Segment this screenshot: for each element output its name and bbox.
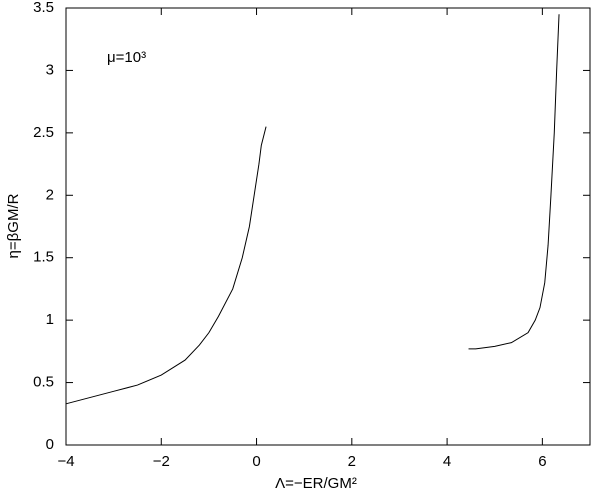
- x-tick-label: −2: [153, 453, 170, 470]
- y-axis-label: η=βGM/R: [5, 193, 22, 258]
- y-tick-label: 0: [46, 436, 54, 453]
- x-tick-label: 6: [538, 453, 546, 470]
- x-tick-label: 0: [252, 453, 260, 470]
- data-line: [65, 126, 267, 405]
- annotation: μ=10³: [107, 49, 146, 66]
- x-tick-label: −4: [57, 453, 74, 470]
- x-axis-label: Λ=−ER/GM²: [275, 475, 357, 492]
- y-tick-label: 3: [46, 61, 54, 78]
- y-tick-label: 2.5: [33, 124, 54, 141]
- data-line: [468, 14, 560, 350]
- y-tick-label: 2: [46, 186, 54, 203]
- y-tick-label: 1.5: [33, 249, 54, 266]
- x-tick-label: 2: [348, 453, 356, 470]
- y-tick-label: 0.5: [33, 374, 54, 391]
- y-tick-label: 1: [46, 311, 54, 328]
- x-tick-label: 4: [443, 453, 451, 470]
- y-tick-label: 3.5: [33, 0, 54, 16]
- plot-frame: [65, 7, 591, 446]
